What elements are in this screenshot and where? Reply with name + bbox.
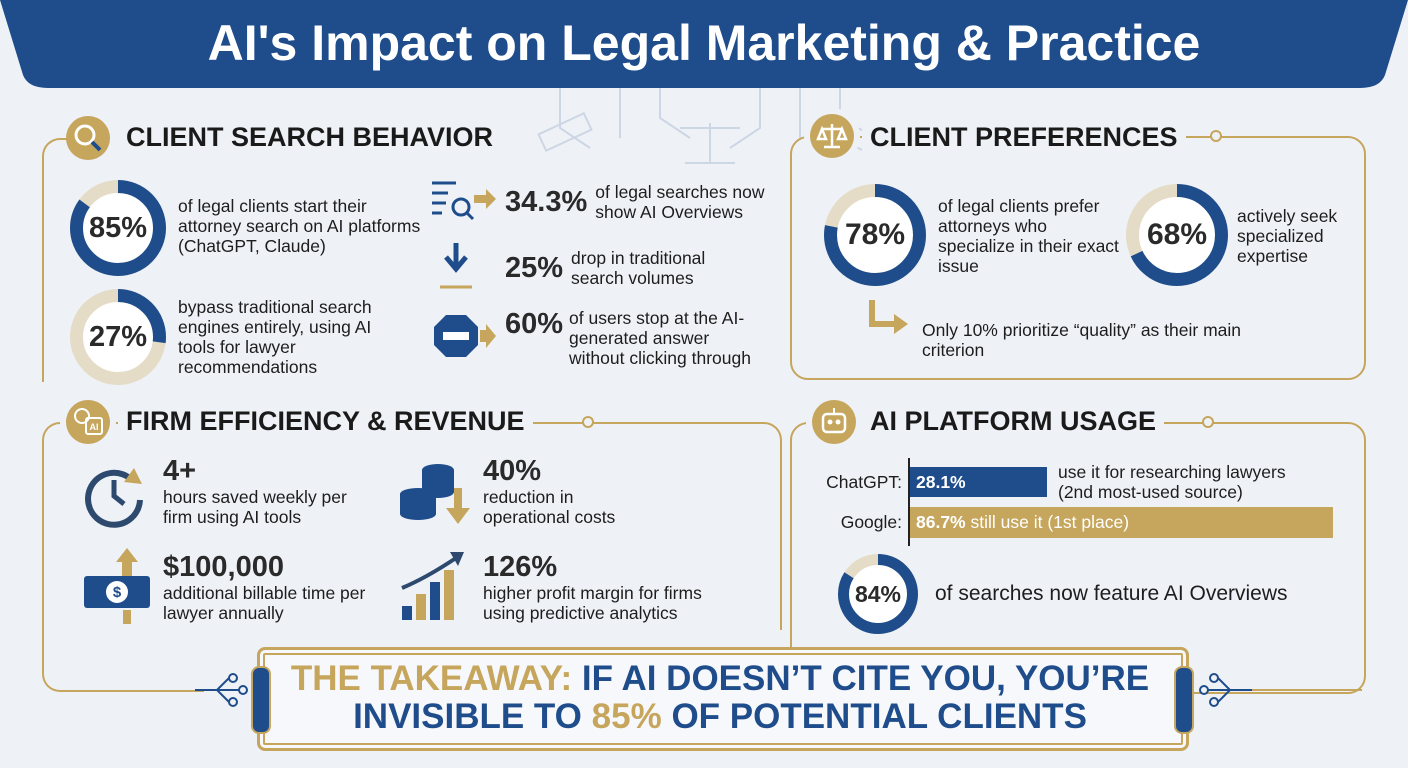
bar-value-label: 28.1%: [916, 472, 966, 492]
section-heading: CLIENT PREFERENCES: [862, 120, 1186, 154]
stat-text: hours saved weekly per firm using AI too…: [163, 487, 347, 527]
stat-icons: [432, 181, 496, 357]
donut-ring: [70, 289, 166, 385]
donut-ring: [1126, 184, 1228, 286]
section-frame: [42, 620, 204, 692]
donut-arc: [824, 184, 926, 286]
connector: [195, 673, 248, 707]
takeaway-line: INVISIBLE TO 85% OF POTENTIAL CLIENTS: [270, 698, 1170, 736]
robot-icon: [812, 400, 856, 444]
stat-figure: 4+: [163, 455, 197, 487]
donut: 78%: [824, 184, 926, 286]
stat-figure: 126%: [483, 551, 558, 583]
stat-text: of legal searches now show AI Overviews: [595, 182, 765, 222]
bar: 28.1%: [910, 467, 1048, 497]
takeaway-cap: [251, 666, 271, 734]
donut: 85%: [70, 180, 166, 276]
bar-label: ChatGPT:: [826, 472, 902, 492]
stat-text: reduction in operational costs: [483, 487, 616, 527]
bar-value-label: 86.7%: [916, 512, 966, 532]
takeaway-line: THE TAKEAWAY: IF AI DOESN’T CITE YOU, YO…: [270, 660, 1170, 698]
bar: 86.7% still use it (1st place): [910, 507, 1334, 538]
section-heading: AI PLATFORM USAGE: [862, 404, 1164, 438]
donut-label: 68%: [1146, 218, 1208, 251]
section-heading: FIRM EFFICIENCY & REVENUE: [118, 404, 533, 438]
donut-ring: [838, 554, 918, 634]
stat-figure: $100,000: [163, 551, 284, 583]
search-icon: [66, 116, 110, 160]
stat-text: of legal clients prefer attorneys who sp…: [938, 196, 1119, 276]
efficiency-icons: $: [84, 468, 150, 624]
decor-node: [1202, 416, 1214, 428]
donut-arc: [1126, 184, 1228, 286]
svg-text:$: $: [113, 584, 122, 601]
donut-label: 78%: [844, 218, 906, 251]
stat-text: of users stop at the AI-generated answer…: [569, 308, 751, 368]
arrow-icon: [869, 300, 908, 334]
bar-axis: [908, 458, 910, 546]
donut-arc: [838, 554, 918, 634]
takeaway-line2-end: OF POTENTIAL CLIENTS: [671, 697, 1087, 736]
section-heading: CLIENT SEARCH BEHAVIOR: [118, 120, 502, 154]
donut: 27%: [70, 289, 166, 385]
stat-figure: 34.3%: [505, 186, 588, 218]
donut-arc: [70, 289, 166, 385]
donut-ring: [70, 180, 166, 276]
decor-node: [1210, 130, 1222, 142]
stat-text: of searches now feature AI Overviews: [935, 582, 1288, 605]
donut-ring: [824, 184, 926, 286]
donut-arc: [70, 180, 166, 276]
scales-icon: [810, 114, 854, 158]
stat-figure: 40%: [483, 455, 542, 487]
stat-figure: 60%: [505, 308, 564, 340]
bar-text: use it for researching lawyers (2nd most…: [1058, 462, 1286, 502]
decor-node: [582, 416, 594, 428]
donut: 84%: [838, 554, 918, 634]
takeaway-text: THE TAKEAWAY: IF AI DOESN’T CITE YOU, YO…: [270, 660, 1170, 736]
stat-text: additional billable time per lawyer annu…: [163, 583, 366, 623]
takeaway-lead: THE TAKEAWAY:: [290, 659, 573, 698]
takeaway-line1: IF AI DOESN’T CITE YOU, YOU’RE: [581, 659, 1150, 698]
stat-text: bypass traditional search engines entire…: [178, 297, 372, 377]
ai-money-icon: AI: [66, 400, 110, 444]
donut-label: 85%: [88, 211, 148, 244]
takeaway-box: [257, 647, 1189, 751]
stat-block: $100,000 additional billable time per la…: [163, 551, 373, 623]
donut-label: 27%: [88, 320, 148, 353]
efficiency-icons: [400, 464, 470, 620]
section-frame: [42, 138, 74, 382]
stat-text: drop in traditional search volumes: [571, 248, 706, 288]
donut-label: 84%: [854, 580, 902, 607]
connector: [1199, 673, 1362, 707]
bar-text: still use it (1st place): [970, 512, 1130, 532]
stat-block: 4+ hours saved weekly per firm using AI …: [163, 455, 373, 527]
takeaway-cap: [1174, 666, 1194, 734]
stat-row: 34.3% of legal searches now show AI Over…: [505, 182, 775, 222]
bar-label: Google:: [840, 512, 902, 532]
title-banner: [0, 0, 1408, 88]
stat-row: 25% drop in traditional search volumes: [505, 248, 731, 288]
stat-text: actively seek specialized expertise: [1237, 206, 1338, 266]
stat-text: higher profit margin for firms using pre…: [483, 583, 702, 623]
stat-figure: 25%: [505, 252, 564, 284]
stat-block: 40% reduction in operational costs: [483, 455, 643, 527]
stat-block: 126% higher profit margin for firms usin…: [483, 551, 733, 623]
note-text: Only 10% prioritize “quality” as their m…: [922, 320, 1242, 360]
svg-text:AI: AI: [90, 422, 99, 432]
takeaway-highlight: 85%: [591, 697, 662, 736]
page-title: AI's Impact on Legal Marketing & Practic…: [207, 15, 1201, 71]
stat-row: 60% of users stop at the AI-generated an…: [505, 308, 754, 368]
stat-text: of legal clients start their attorney se…: [178, 196, 421, 256]
donut: 68%: [1126, 184, 1228, 286]
takeaway-line2-start: INVISIBLE TO: [353, 697, 582, 736]
